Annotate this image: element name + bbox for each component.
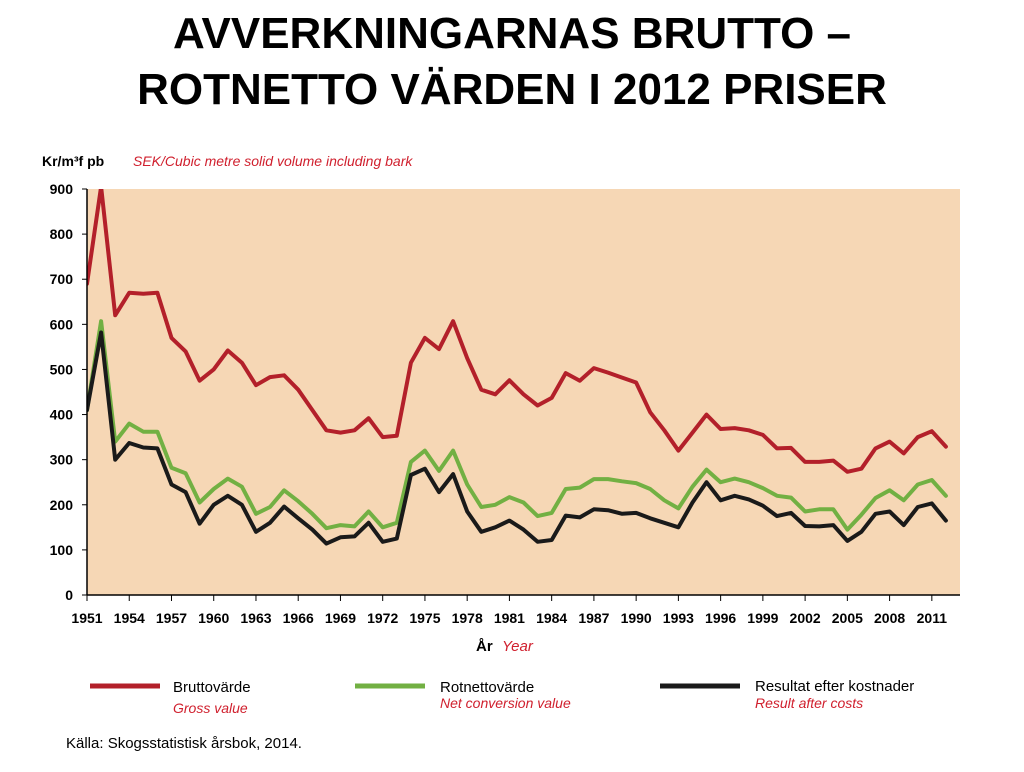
- x-tick-label: 1993: [663, 610, 694, 626]
- x-tick-label: 1984: [536, 610, 567, 626]
- x-tick-label: 1969: [325, 610, 356, 626]
- y-tick-label: 900: [50, 181, 74, 197]
- title-line-1: AVVERKNINGARNAS BRUTTO –: [173, 9, 851, 58]
- y-tick-label: 500: [50, 361, 74, 377]
- y-unit-label-english: SEK/Cubic metre solid volume including b…: [133, 153, 413, 169]
- axes-layer: [86, 189, 960, 596]
- x-tick-label: 2002: [790, 610, 821, 626]
- x-tick-label: 2005: [832, 610, 863, 626]
- x-tick-label: 1990: [621, 610, 652, 626]
- legend-label-brutto-english: Gross value: [173, 700, 248, 716]
- x-tick-label: 1954: [114, 610, 145, 626]
- legend-label-resultat-english: Result after costs: [755, 695, 863, 711]
- x-tick-label: 1987: [578, 610, 609, 626]
- x-tick-label: 1951: [71, 610, 102, 626]
- x-tick-label: 1960: [198, 610, 229, 626]
- legend-label-resultat: Resultat efter kostnader: [755, 678, 914, 695]
- x-tick-label: 2008: [874, 610, 905, 626]
- y-tick-label: 0: [65, 587, 73, 603]
- x-tick-label: 1975: [409, 610, 440, 626]
- legend-label-brutto: Bruttovärde: [173, 679, 251, 696]
- x-tick-label: 1996: [705, 610, 736, 626]
- x-tick-label: 1981: [494, 610, 525, 626]
- x-tick-label: 1957: [156, 610, 187, 626]
- y-tick-label: 700: [50, 271, 74, 287]
- x-ticks: 1951 1954 1957 1960 1963 1966 1969 1972 1975 1978…: [71, 595, 947, 626]
- legend-label-rotnetto: Rotnettovärde: [440, 679, 534, 696]
- series-layer: [87, 189, 948, 546]
- legend-label-rotnetto-english: Net conversion value: [440, 695, 571, 711]
- y-tick-label: 300: [50, 452, 74, 468]
- y-unit-label: Kr/m³f pb: [42, 153, 104, 169]
- x-tick-label: 1972: [367, 610, 398, 626]
- title-line-2: ROTNETTO VÄRDEN I 2012 PRISER: [137, 65, 887, 114]
- source-note: Källa: Skogsstatistisk årsbok, 2014.: [66, 735, 302, 752]
- x-tick-label: 1966: [283, 610, 314, 626]
- y-tick-label: 400: [50, 407, 74, 423]
- slide-title: AVVERKNINGARNAS BRUTTO – ROTNETTO VÄRDEN…: [0, 6, 1024, 118]
- x-tick-label: 2011: [917, 610, 948, 626]
- x-tick-label: 1978: [452, 610, 483, 626]
- y-tick-label: 100: [50, 542, 74, 558]
- y-ticks: 0 100 200 300 400 500 600 700 800 900: [50, 181, 87, 603]
- resultat-line: [87, 330, 948, 546]
- x-axis-label-english: Year: [502, 638, 534, 655]
- y-tick-label: 200: [50, 497, 74, 513]
- x-tick-label: 1963: [240, 610, 271, 626]
- x-axis-label: År: [476, 638, 493, 655]
- brutto-line: [87, 189, 948, 474]
- y-tick-label: 800: [50, 226, 74, 242]
- x-tick-label: 1999: [747, 610, 778, 626]
- legend: Bruttovärde Gross value Rotnettovärde Ne…: [90, 678, 914, 716]
- y-tick-label: 600: [50, 316, 74, 332]
- rotnetto-line: [87, 319, 948, 532]
